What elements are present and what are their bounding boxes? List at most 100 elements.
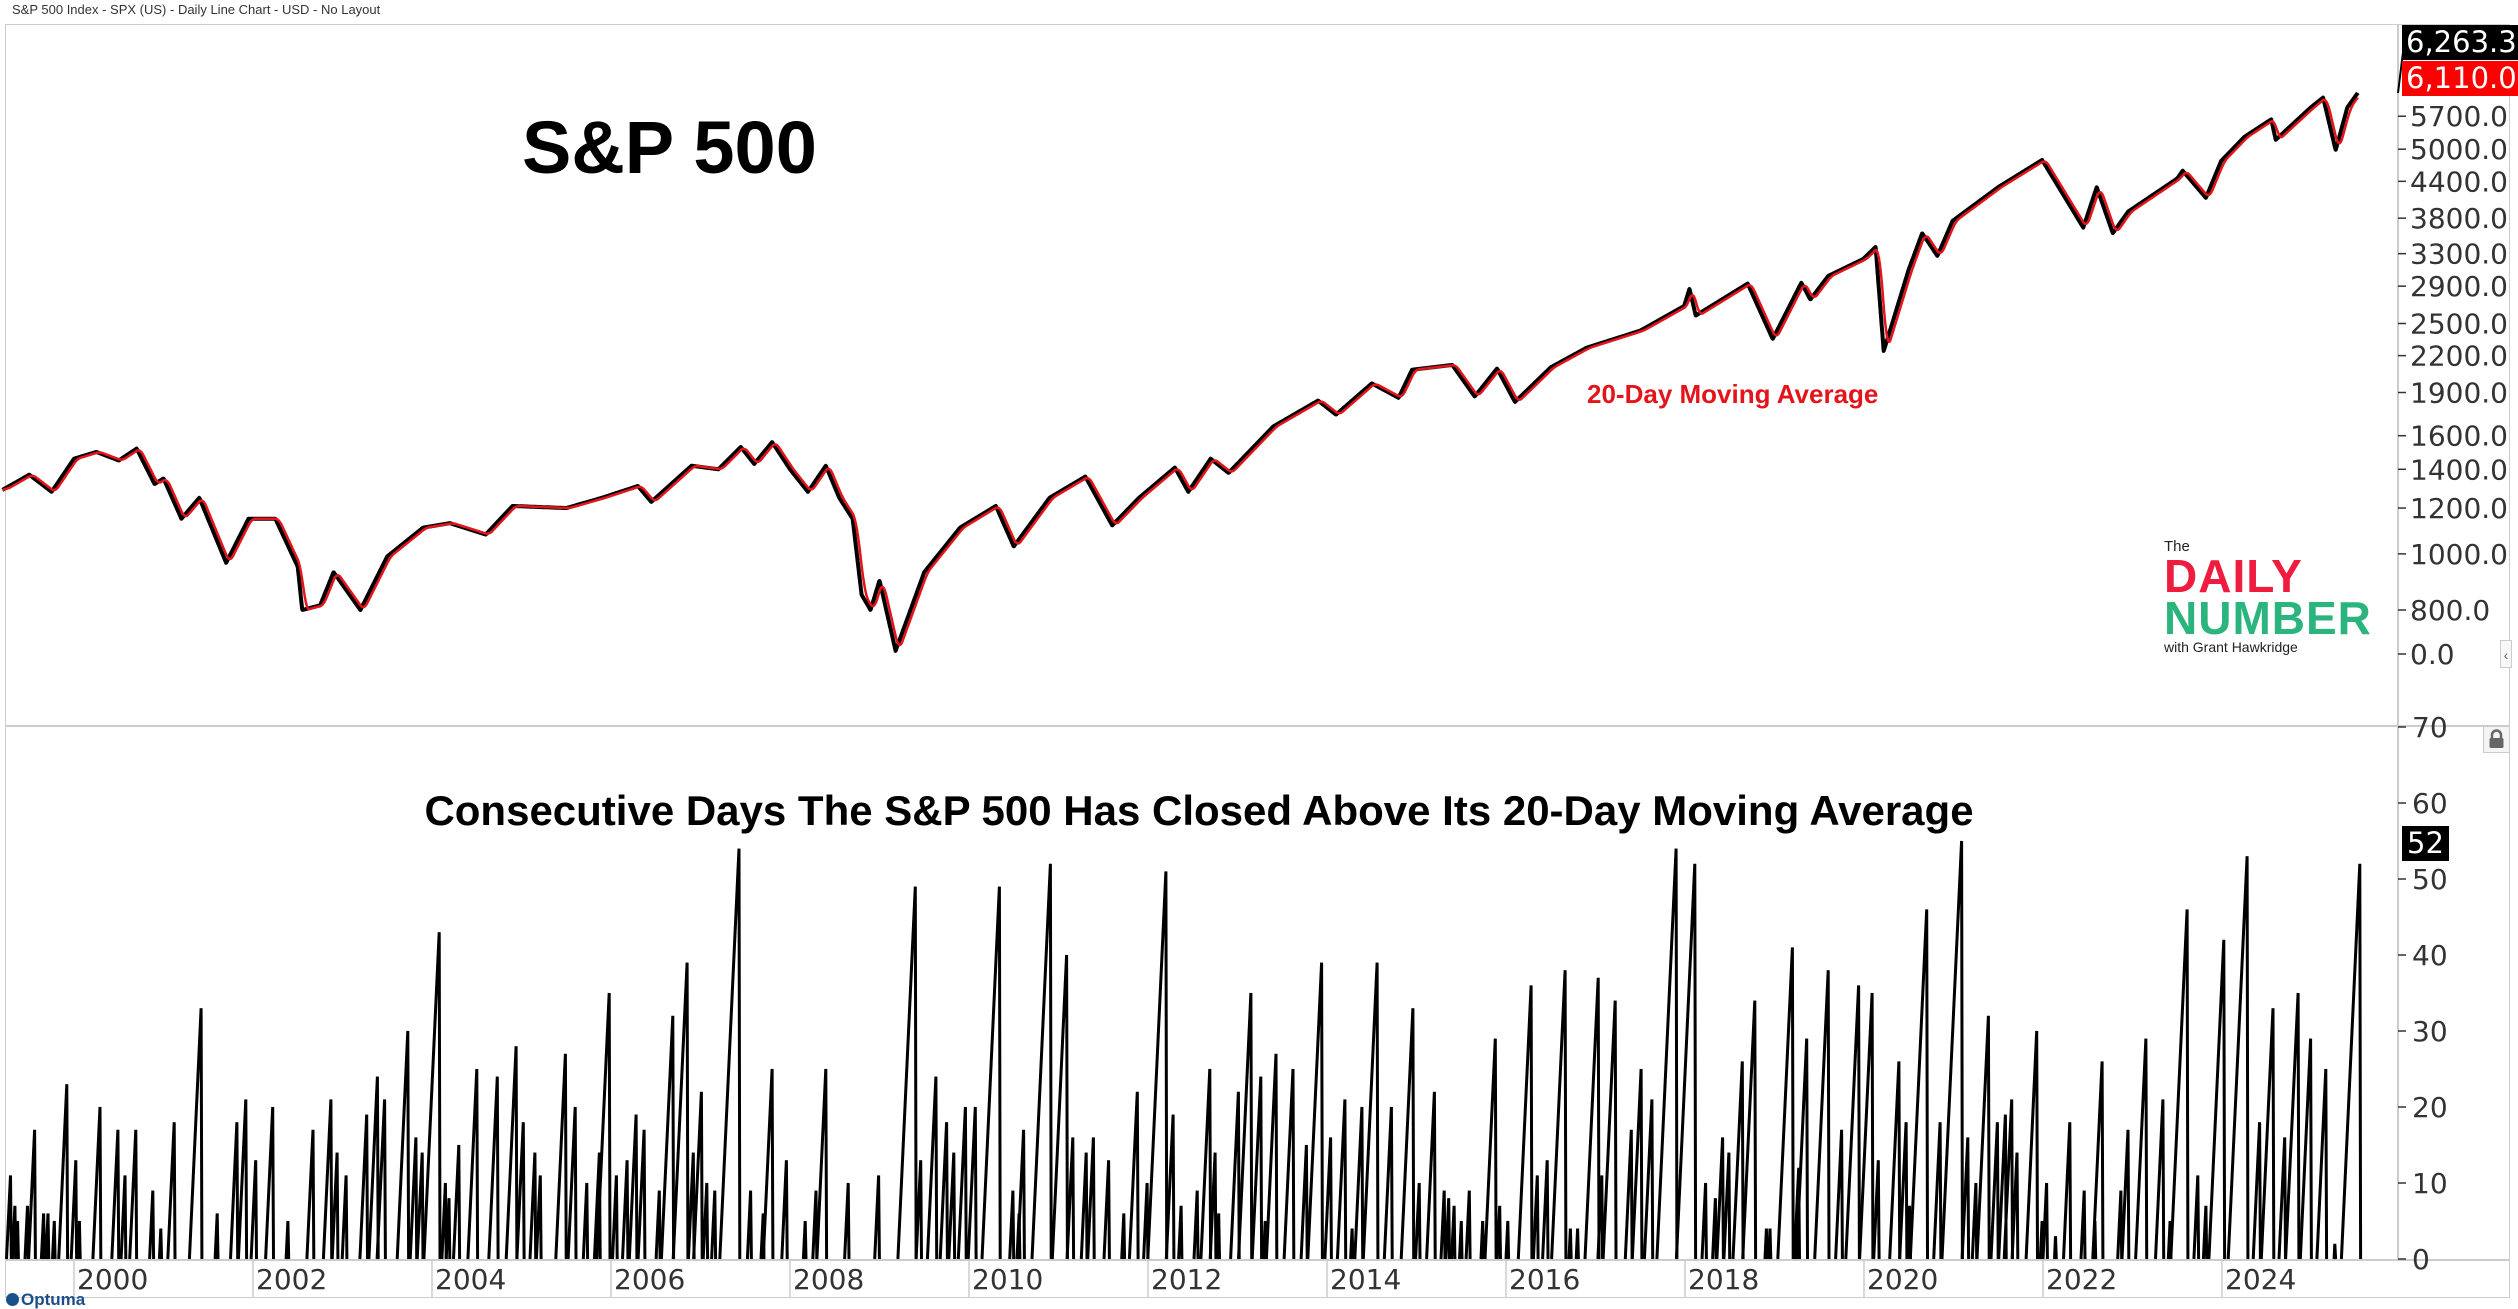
price-tick-label: 0.0 <box>2410 638 2455 671</box>
counter-run <box>2339 863 2363 1260</box>
optuma-logo-icon <box>6 1293 19 1306</box>
counter-run <box>466 1068 480 1260</box>
counter-run <box>938 1122 949 1260</box>
counter-run <box>1425 1091 1437 1260</box>
counter-run <box>1601 1000 1618 1260</box>
counter-run <box>1813 970 1831 1260</box>
lock-icon[interactable] <box>2483 726 2510 753</box>
x-tick-label: 2020 <box>1867 1263 1938 1296</box>
counter-run <box>1323 1137 1333 1260</box>
counter-run <box>264 1106 275 1260</box>
chevron-left-icon[interactable]: ‹ <box>2500 640 2512 668</box>
counter-run <box>1642 1099 1655 1260</box>
counter-run <box>330 1152 340 1260</box>
counter-run <box>1858 992 1875 1260</box>
chart-header-title: S&P 500 Index - SPX (US) - Daily Line Ch… <box>12 2 381 17</box>
counter-run <box>2062 1122 2073 1260</box>
counter-run <box>581 1182 590 1260</box>
counter-run <box>1574 1228 1580 1260</box>
x-tick-label: 2022 <box>2046 1263 2117 1296</box>
counter-run <box>1960 1137 1971 1260</box>
counter-run <box>1414 1182 1422 1260</box>
counter-run <box>213 1213 220 1260</box>
price-tick-label: 2500.0 <box>2410 307 2508 340</box>
counter-run <box>534 1175 543 1260</box>
counter-run <box>119 1175 128 1260</box>
counter-run <box>659 1015 676 1260</box>
counter-run <box>1177 1205 1184 1260</box>
x-axis: 2000 2002 2004 2006 2008 2010 2012 2014 2016 2018… <box>73 1260 2296 1298</box>
counter-run <box>128 1129 139 1260</box>
counter-run <box>1550 970 1568 1260</box>
counter-run <box>395 1030 411 1260</box>
counter-run <box>1970 1182 1979 1260</box>
moving-average-label: 20-Day Moving Average <box>1587 379 1879 409</box>
counter-run <box>1741 1000 1758 1260</box>
counter-run <box>2251 1122 2262 1260</box>
counter-series <box>5 840 2363 1260</box>
counter-run <box>157 1228 164 1260</box>
counter-run <box>1655 848 1679 1260</box>
counter-run <box>718 848 742 1260</box>
counter-run <box>914 1160 923 1260</box>
counter-run <box>444 1198 452 1260</box>
counter-tick-label: 0 <box>2412 1243 2430 1276</box>
counter-run <box>321 1099 334 1260</box>
counter-run <box>1361 962 1380 1260</box>
counter-run <box>1731 1061 1745 1260</box>
counter-run <box>408 1137 419 1260</box>
counter-run <box>873 1175 881 1260</box>
counter-run <box>1898 1122 1909 1260</box>
price-tick-label: 4400.0 <box>2410 165 2508 198</box>
counter-run <box>2053 1236 2058 1260</box>
counter-run <box>780 1160 789 1260</box>
counter-run <box>956 1106 968 1260</box>
counter-run <box>1888 1061 1902 1260</box>
counter-run <box>2298 1038 2313 1260</box>
counter-run <box>2332 1243 2338 1260</box>
counter-run <box>1050 954 1069 1260</box>
counter-run <box>166 1122 177 1260</box>
counter-run <box>627 1114 639 1260</box>
counter-run <box>2226 856 2250 1260</box>
counter-run <box>1711 1198 1718 1260</box>
counter-run <box>57 1084 70 1260</box>
counter-run <box>375 1099 387 1260</box>
counter-run <box>1353 1106 1365 1260</box>
counter-tick-label: 70 <box>2412 711 2448 744</box>
price-tick-label: 5700.0 <box>2410 100 2508 133</box>
counter-run <box>340 1175 349 1260</box>
counter-run <box>1146 871 1169 1260</box>
counter-run <box>2277 1137 2287 1260</box>
counter-run <box>1399 1008 1416 1260</box>
counter-run <box>1940 840 1964 1260</box>
counter-run <box>1008 1190 1016 1260</box>
counter-run <box>745 1190 753 1260</box>
counter-run <box>896 886 918 1260</box>
counter-run <box>504 1046 519 1260</box>
counter-run <box>2116 1190 2124 1260</box>
counter-run <box>1504 1220 1511 1260</box>
counter-run <box>2010 1152 2020 1260</box>
counter-run <box>2002 1099 2014 1260</box>
counter-run <box>44 1213 51 1260</box>
counter-run <box>1674 863 1698 1260</box>
counter-tick-label: 10 <box>2412 1167 2448 1200</box>
counter-run <box>305 1129 316 1260</box>
counter-run <box>2041 1182 2049 1260</box>
counter-run <box>1192 1190 1200 1260</box>
counter-run <box>2169 909 2190 1260</box>
counter-run <box>966 1106 978 1260</box>
counter-run <box>1065 1137 1076 1260</box>
counter-run <box>1495 1205 1502 1260</box>
counter-run <box>1120 1213 1127 1260</box>
counter-tick-label: 60 <box>2412 787 2448 820</box>
counter-run <box>2284 992 2301 1260</box>
counter-tick-label: 20 <box>2412 1091 2448 1124</box>
counter-run <box>1834 1129 1844 1260</box>
counter-run <box>1872 1160 1881 1260</box>
counter-run <box>1208 1152 1218 1260</box>
counter-run <box>51 1220 57 1260</box>
